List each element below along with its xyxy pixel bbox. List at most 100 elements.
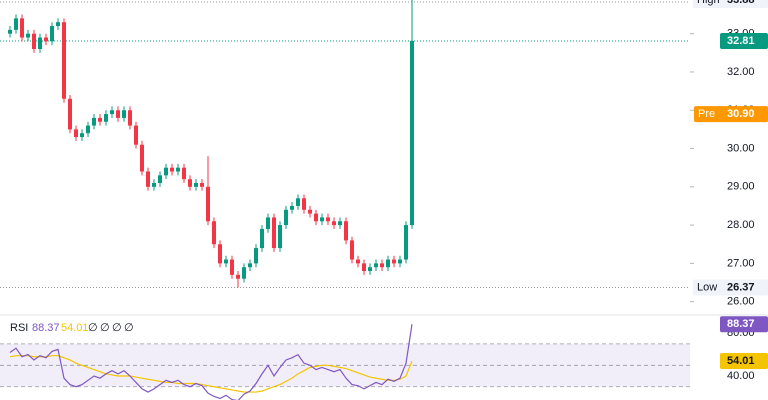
high-badge	[693, 0, 768, 8]
candle-body	[362, 263, 366, 272]
candle-body	[314, 213, 318, 222]
candle-body	[8, 29, 12, 34]
low-badge-value: 26.37	[727, 281, 755, 293]
candle-body	[254, 248, 258, 264]
candle-body	[236, 274, 240, 279]
rsi-value: 88.37	[32, 322, 60, 334]
candle-body	[302, 198, 306, 210]
candle-body	[140, 144, 144, 172]
rsi-ma-badge	[720, 353, 768, 370]
high-badge-value: 33.88	[727, 0, 755, 6]
pre-badge-value: 30.90	[727, 108, 755, 120]
candle-body	[170, 167, 174, 172]
candle-body	[104, 114, 108, 122]
high-badge-label: High	[697, 0, 720, 6]
candle-body	[98, 117, 102, 122]
candle-body	[86, 125, 90, 134]
candle-body	[44, 37, 48, 42]
candle-body	[398, 259, 402, 264]
candle-body	[248, 263, 252, 268]
candle-body	[74, 129, 78, 138]
rsi-placeholder: ∅	[124, 322, 134, 334]
candle-body	[242, 267, 246, 279]
candle-body	[80, 133, 84, 138]
y-tick-label: 26.00	[727, 296, 755, 308]
candle-body	[14, 18, 18, 30]
y-tick-label: 32.00	[727, 66, 755, 78]
rsi-placeholder: ∅	[100, 322, 110, 334]
candle-body	[368, 267, 372, 272]
candle-body	[56, 22, 60, 27]
last-badge	[720, 32, 768, 49]
candle-body	[188, 179, 192, 187]
y-tick-label: 28.00	[727, 219, 755, 231]
candle-body	[386, 259, 390, 268]
y-tick-label: 27.00	[727, 257, 755, 269]
candle-body	[26, 33, 30, 38]
pre-badge-label: Pre	[698, 108, 715, 120]
rsi-badge-value: 88.37	[727, 318, 755, 330]
candle-body	[260, 228, 264, 249]
candle-body	[374, 263, 378, 268]
candle-body	[200, 182, 204, 187]
candle-body	[278, 225, 282, 249]
candle-body	[38, 37, 42, 50]
candle-body	[212, 221, 216, 245]
low-badge-label: Low	[697, 281, 717, 293]
candle-body	[116, 110, 120, 118]
low-badge	[693, 279, 768, 296]
rsi-badge	[720, 316, 768, 333]
candle-body	[110, 110, 114, 115]
candle-body	[284, 209, 288, 226]
candle-body	[194, 182, 198, 187]
candle-body	[410, 40, 414, 226]
candle-body	[32, 33, 36, 50]
y-tick-label: 29.00	[727, 181, 755, 193]
candle-body	[122, 110, 126, 118]
candle-body	[350, 240, 354, 260]
candle-body	[380, 263, 384, 268]
candle-body	[296, 198, 300, 206]
candle-body	[344, 221, 348, 241]
candle-body	[182, 167, 186, 180]
rsi-placeholder: ∅	[112, 322, 122, 334]
candle-body	[332, 221, 336, 226]
candle-body	[308, 209, 312, 214]
candle-body	[68, 98, 72, 130]
candle-body	[206, 186, 210, 222]
candle-body	[20, 18, 24, 38]
candle-body	[134, 125, 138, 145]
candle-body	[128, 110, 132, 126]
candle-body	[290, 205, 294, 210]
y-tick-label: 30.00	[727, 142, 755, 154]
candle-body	[62, 22, 66, 99]
candle-body	[158, 175, 162, 183]
rsi-line	[9, 324, 413, 400]
candle-body	[320, 217, 324, 222]
candle-body	[272, 217, 276, 249]
candle-body	[338, 221, 342, 226]
candle-body	[50, 26, 54, 42]
candle-body	[392, 259, 396, 264]
candle-body	[146, 171, 150, 187]
rsi-ma-value: 54.01	[61, 322, 89, 334]
candle-body	[356, 259, 360, 264]
last-badge-value: 32.81	[727, 35, 755, 47]
candle-body	[326, 217, 330, 222]
candle-body	[266, 217, 270, 229]
rsi-ma-badge-value: 54.01	[727, 355, 755, 367]
pre-badge	[694, 106, 768, 123]
candle-body	[224, 259, 228, 264]
candle-body	[218, 244, 222, 264]
rsi-tick-label: 40.00	[727, 370, 755, 382]
candle-body	[404, 225, 408, 260]
candle-body	[92, 117, 96, 126]
candle-body	[176, 167, 180, 172]
rsi-name: RSI	[10, 322, 28, 334]
candle-body	[152, 182, 156, 187]
candle-body	[230, 259, 234, 275]
rsi-placeholder: ∅	[88, 322, 98, 334]
candle-body	[164, 167, 168, 176]
